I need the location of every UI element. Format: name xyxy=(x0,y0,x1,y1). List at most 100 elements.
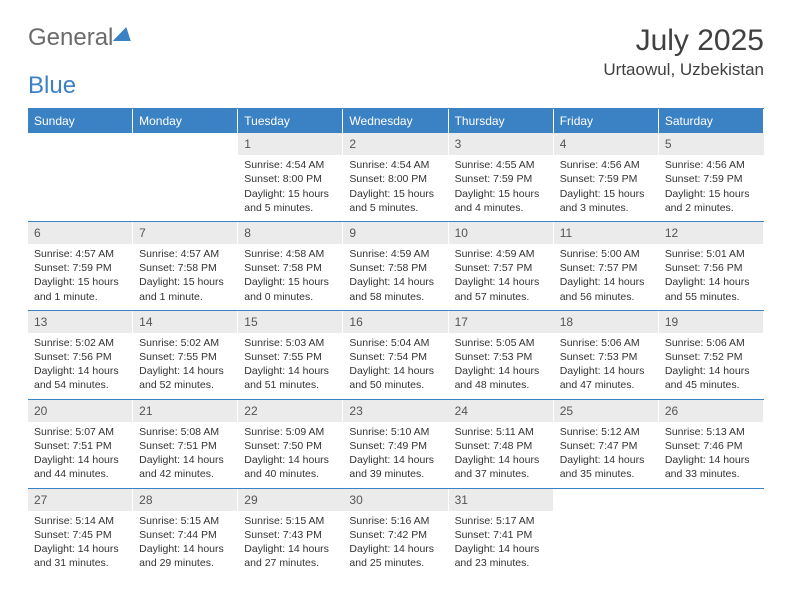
sunset-line: Sunset: 8:00 PM xyxy=(244,172,336,186)
sunset-line: Sunset: 7:42 PM xyxy=(349,528,441,542)
sunset-line: Sunset: 7:56 PM xyxy=(665,261,757,275)
daylight-line: Daylight: 14 hours and 47 minutes. xyxy=(560,364,652,392)
logo-text-1: General xyxy=(28,24,113,52)
day-number: 11 xyxy=(554,222,659,244)
day-cell: 9 Sunrise: 4:59 AMSunset: 7:58 PMDaylight… xyxy=(343,222,448,310)
day-details: Sunrise: 5:11 AMSunset: 7:48 PMDaylight:… xyxy=(449,422,553,488)
day-number: 10 xyxy=(449,222,553,244)
daylight-line: Daylight: 14 hours and 39 minutes. xyxy=(349,453,442,481)
sunrise-line: Sunrise: 5:05 AM xyxy=(455,336,548,350)
day-cell: 11Sunrise: 5:00 AMSunset: 7:57 PMDayligh… xyxy=(554,222,659,310)
daylight-line: Daylight: 15 hours and 0 minutes. xyxy=(244,275,336,303)
daylight-line: Daylight: 14 hours and 31 minutes. xyxy=(34,542,126,570)
day-number: 12 xyxy=(659,222,763,244)
day-cell: 21Sunrise: 5:08 AMSunset: 7:51 PMDayligh… xyxy=(133,400,238,488)
sunset-line: Sunset: 8:00 PM xyxy=(349,172,441,186)
sunrise-line: Sunrise: 5:11 AM xyxy=(455,425,547,439)
day-header-friday: Friday xyxy=(554,109,659,133)
day-details: Sunrise: 5:13 AMSunset: 7:46 PMDaylight:… xyxy=(659,422,763,488)
daylight-line: Daylight: 14 hours and 58 minutes. xyxy=(349,275,441,303)
daylight-line: Daylight: 14 hours and 37 minutes. xyxy=(455,453,547,481)
day-details: Sunrise: 5:06 AMSunset: 7:52 PMDaylight:… xyxy=(659,333,763,399)
daylight-line: Daylight: 14 hours and 40 minutes. xyxy=(244,453,336,481)
day-cell: 4Sunrise: 4:56 AMSunset: 7:59 PMDaylight… xyxy=(554,133,659,221)
day-cell: 18Sunrise: 5:06 AMSunset: 7:53 PMDayligh… xyxy=(554,311,659,399)
sunrise-line: Sunrise: 5:04 AM xyxy=(349,336,441,350)
daylight-line: Daylight: 15 hours and 1 minute. xyxy=(139,275,231,303)
day-number: 31 xyxy=(449,489,553,511)
day-cell: 7Sunrise: 4:57 AMSunset: 7:58 PMDaylight… xyxy=(133,222,238,310)
day-cell: 8Sunrise: 4:58 AMSunset: 7:58 PMDaylight… xyxy=(238,222,343,310)
day-details: Sunrise: 4:56 AMSunset: 7:59 PMDaylight:… xyxy=(659,155,764,221)
daylight-line: Daylight: 14 hours and 42 minutes. xyxy=(139,453,231,481)
daylight-line: Daylight: 14 hours and 23 minutes. xyxy=(455,542,547,570)
sunrise-line: Sunrise: 4:58 AM xyxy=(244,247,336,261)
day-details: Sunrise: 5:15 AMSunset: 7:43 PMDaylight:… xyxy=(238,511,343,577)
day-cell: 5Sunrise: 4:56 AMSunset: 7:59 PMDaylight… xyxy=(659,133,764,221)
sunrise-line: Sunrise: 5:09 AM xyxy=(244,425,336,439)
day-header-saturday: Saturday xyxy=(659,109,764,133)
day-details: Sunrise: 4:54 AMSunset: 8:00 PMDaylight:… xyxy=(238,155,342,221)
sunrise-line: Sunrise: 4:56 AM xyxy=(665,158,758,172)
logo-text-2: Blue xyxy=(28,72,764,100)
daylight-line: Daylight: 14 hours and 35 minutes. xyxy=(560,453,652,481)
sunset-line: Sunset: 7:59 PM xyxy=(665,172,758,186)
sunset-line: Sunset: 7:59 PM xyxy=(455,172,547,186)
sunrise-line: Sunrise: 5:07 AM xyxy=(34,425,126,439)
sunset-line: Sunset: 7:57 PM xyxy=(560,261,653,275)
day-details: Sunrise: 5:05 AMSunset: 7:53 PMDaylight:… xyxy=(449,333,554,399)
day-details: Sunrise: 4:56 AMSunset: 7:59 PMDaylight:… xyxy=(554,155,658,221)
day-number: 3 xyxy=(449,133,553,155)
day-cell: 6Sunrise: 4:57 AMSunset: 7:59 PMDaylight… xyxy=(28,222,133,310)
day-header-sunday: Sunday xyxy=(28,109,133,133)
sunrise-line: Sunrise: 5:03 AM xyxy=(244,336,336,350)
day-details: Sunrise: 5:03 AMSunset: 7:55 PMDaylight:… xyxy=(238,333,342,399)
day-details: Sunrise: 5:09 AMSunset: 7:50 PMDaylight:… xyxy=(238,422,342,488)
sunrise-line: Sunrise: 4:55 AM xyxy=(455,158,547,172)
sunset-line: Sunset: 7:56 PM xyxy=(34,350,126,364)
sunrise-line: Sunrise: 5:02 AM xyxy=(139,336,231,350)
day-details: Sunrise: 4:57 AMSunset: 7:59 PMDaylight:… xyxy=(28,244,132,310)
day-cell: 23Sunrise: 5:10 AMSunset: 7:49 PMDayligh… xyxy=(343,400,448,488)
empty-cell xyxy=(28,133,133,221)
day-number: 6 xyxy=(28,222,132,244)
day-cell: 25Sunrise: 5:12 AMSunset: 7:47 PMDayligh… xyxy=(554,400,659,488)
sunrise-line: Sunrise: 5:06 AM xyxy=(665,336,757,350)
day-number: 9 xyxy=(343,222,447,244)
sunset-line: Sunset: 7:49 PM xyxy=(349,439,442,453)
daylight-line: Daylight: 14 hours and 48 minutes. xyxy=(455,364,548,392)
day-number: 7 xyxy=(133,222,237,244)
day-number: 28 xyxy=(133,489,237,511)
daylight-line: Daylight: 14 hours and 52 minutes. xyxy=(139,364,231,392)
sunset-line: Sunset: 7:58 PM xyxy=(139,261,231,275)
day-cell: 3Sunrise: 4:55 AMSunset: 7:59 PMDaylight… xyxy=(449,133,554,221)
day-number: 26 xyxy=(659,400,763,422)
day-number: 17 xyxy=(449,311,554,333)
day-details: Sunrise: 5:12 AMSunset: 7:47 PMDaylight:… xyxy=(554,422,658,488)
day-cell: 10Sunrise: 4:59 AMSunset: 7:57 PMDayligh… xyxy=(449,222,554,310)
day-details: Sunrise: 5:15 AMSunset: 7:44 PMDaylight:… xyxy=(133,511,237,577)
day-details: Sunrise: 5:02 AMSunset: 7:56 PMDaylight:… xyxy=(28,333,132,399)
day-cell: 13Sunrise: 5:02 AMSunset: 7:56 PMDayligh… xyxy=(28,311,133,399)
day-number: 20 xyxy=(28,400,132,422)
day-cell: 15Sunrise: 5:03 AMSunset: 7:55 PMDayligh… xyxy=(238,311,343,399)
sunset-line: Sunset: 7:58 PM xyxy=(349,261,441,275)
day-details: Sunrise: 5:16 AMSunset: 7:42 PMDaylight:… xyxy=(343,511,447,577)
day-details: Sunrise: 5:06 AMSunset: 7:53 PMDaylight:… xyxy=(554,333,658,399)
sunset-line: Sunset: 7:54 PM xyxy=(349,350,441,364)
day-cell: 2Sunrise: 4:54 AMSunset: 8:00 PMDaylight… xyxy=(343,133,448,221)
sunrise-line: Sunrise: 4:59 AM xyxy=(349,247,441,261)
sunrise-line: Sunrise: 5:02 AM xyxy=(34,336,126,350)
day-details: Sunrise: 5:02 AMSunset: 7:55 PMDaylight:… xyxy=(133,333,237,399)
sunrise-line: Sunrise: 5:06 AM xyxy=(560,336,652,350)
day-number: 18 xyxy=(554,311,658,333)
day-cell: 28Sunrise: 5:15 AMSunset: 7:44 PMDayligh… xyxy=(133,489,238,577)
day-number: 29 xyxy=(238,489,343,511)
sunset-line: Sunset: 7:59 PM xyxy=(34,261,126,275)
daylight-line: Daylight: 14 hours and 50 minutes. xyxy=(349,364,441,392)
sunrise-line: Sunrise: 5:00 AM xyxy=(560,247,653,261)
day-cell: 30Sunrise: 5:16 AMSunset: 7:42 PMDayligh… xyxy=(343,489,448,577)
day-number: 1 xyxy=(238,133,342,155)
empty-cell xyxy=(133,133,238,221)
day-details: Sunrise: 4:57 AMSunset: 7:58 PMDaylight:… xyxy=(133,244,237,310)
